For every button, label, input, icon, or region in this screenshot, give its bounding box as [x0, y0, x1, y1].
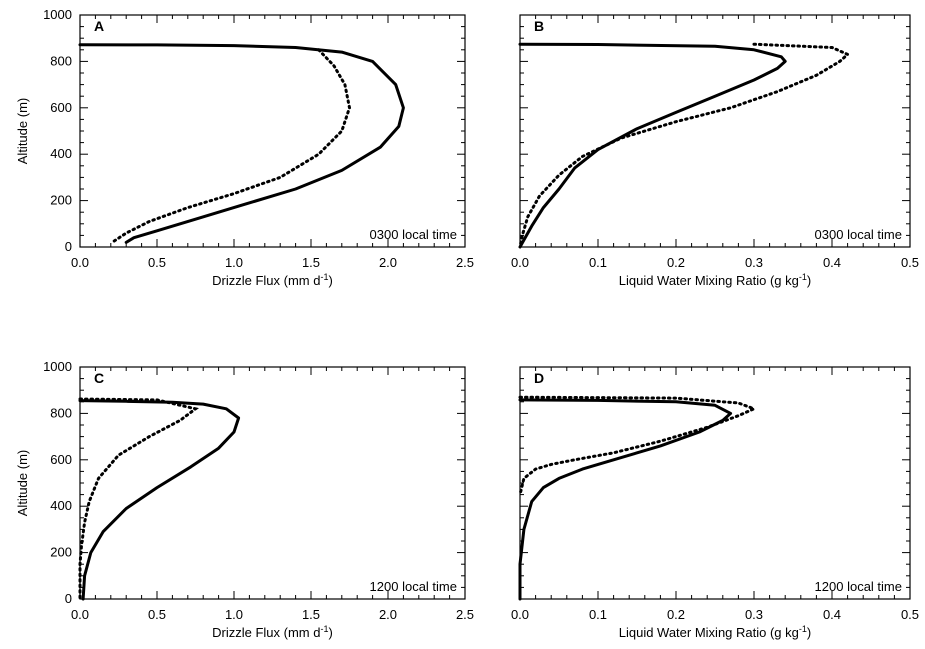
panel-a-ytick-label: 600	[50, 100, 72, 115]
panel-a: 0.0 0.5 1.0 1.5 2.0 2.5 0 200 400 600 800 1000 Drizz…	[15, 7, 474, 288]
panel-a-xtick-label: 1.5	[302, 255, 320, 270]
panel-c-xtick-label: 2.0	[379, 607, 397, 622]
panel-c-xtick-label: 1.5	[302, 607, 320, 622]
panel-c-xlabel: Drizzle Flux (mm d-1)	[212, 624, 333, 640]
panel-a-ylabel: Altitude (m)	[15, 98, 30, 164]
panel-b-xtick-label: 0.5	[901, 255, 919, 270]
panel-c-ytick-label: 0	[65, 591, 72, 606]
panel-c-xtick-label: 0.0	[71, 607, 89, 622]
panel-b-xtick-label: 0.2	[667, 255, 685, 270]
panel-c-ytick-label: 800	[50, 405, 72, 420]
panel-a-ytick-label: 200	[50, 193, 72, 208]
panel-a-ytick-label: 0	[65, 239, 72, 254]
panel-b-xtick-label: 0.4	[823, 255, 841, 270]
panel-a-series-dotted	[112, 48, 352, 243]
panel-a-frame	[79, 14, 466, 248]
panel-d-xtick-label: 0.0	[511, 607, 529, 622]
panel-b: 0.0 0.1 0.2 0.3 0.4 0.5 Liquid Water Mixing Ra…	[511, 14, 919, 288]
panel-d-xtick-label: 0.4	[823, 607, 841, 622]
panel-d-annotation: 1200 local time	[815, 579, 902, 594]
panel-c-annotation: 1200 local time	[370, 579, 457, 594]
panel-d-xlabel: Liquid Water Mixing Ratio (g kg-1)	[619, 624, 812, 640]
panel-a-series-solid	[78, 43, 405, 244]
panel-d-xtick-label: 0.3	[745, 607, 763, 622]
panel-b-series-solid	[518, 42, 787, 249]
panel-b-series-dotted	[518, 42, 851, 249]
panel-a-xtick-label: 1.0	[225, 255, 243, 270]
panel-c: 0.0 0.5 1.0 1.5 2.0 2.5 0 200 400 600 800 1000 Drizz…	[15, 359, 474, 640]
panel-a-ytick-label: 800	[50, 53, 72, 68]
panel-d-xtick-label: 0.5	[901, 607, 919, 622]
panel-c-ytick-label: 1000	[43, 359, 72, 374]
panel-a-xlabel: Drizzle Flux (mm d-1)	[212, 272, 333, 288]
panel-c-ylabel: Altitude (m)	[15, 450, 30, 516]
panel-c-xtick-label: 0.5	[148, 607, 166, 622]
panel-b-xlabel: Liquid Water Mixing Ratio (g kg-1)	[619, 272, 812, 288]
panel-b-frame	[519, 14, 911, 248]
panel-b-annotation: 0300 local time	[815, 227, 902, 242]
panel-a-xtick-label: 0.5	[148, 255, 166, 270]
panel-a-xtick-label: 0.0	[71, 255, 89, 270]
panel-c-series-solid	[78, 399, 241, 601]
panel-c-ytick-label: 400	[50, 498, 72, 513]
panel-b-letter: B	[534, 18, 544, 34]
panel-d-letter: D	[534, 370, 544, 386]
panel-a-annotation: 0300 local time	[370, 227, 457, 242]
panel-c-ytick-label: 600	[50, 452, 72, 467]
panel-c-xtick-label: 1.0	[225, 607, 243, 622]
panel-c-ytick-label: 200	[50, 545, 72, 560]
panel-a-xtick-label: 2.5	[456, 255, 474, 270]
panel-d-xtick-label: 0.1	[589, 607, 607, 622]
panel-c-series-dotted	[78, 397, 199, 601]
panel-c-letter: C	[94, 370, 104, 386]
panel-d-series-solid	[518, 398, 733, 601]
panel-b-xtick-label: 0.1	[589, 255, 607, 270]
panel-a-ytick-label: 400	[50, 146, 72, 161]
panel-a-letter: A	[94, 18, 104, 34]
panel-a-xtick-label: 2.0	[379, 255, 397, 270]
panel-d-xtick-label: 0.2	[667, 607, 685, 622]
panel-b-xtick-label: 0.0	[511, 255, 529, 270]
panel-d-series-dotted	[518, 395, 758, 497]
panel-a-ytick-label: 1000	[43, 7, 72, 22]
panel-b-xtick-label: 0.3	[745, 255, 763, 270]
panel-c-xtick-label: 2.5	[456, 607, 474, 622]
panel-d: 0.0 0.1 0.2 0.3 0.4 0.5 Liquid Water Mixing Ra…	[511, 366, 919, 640]
